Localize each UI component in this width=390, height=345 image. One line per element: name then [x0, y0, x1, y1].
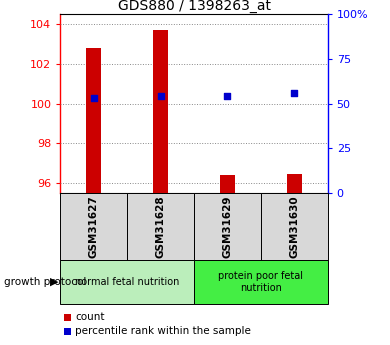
Bar: [60, 193, 127, 260]
Bar: [153, 30, 168, 193]
Text: protein poor fetal
nutrition: protein poor fetal nutrition: [218, 271, 303, 293]
Bar: [60, 260, 194, 304]
Bar: [261, 193, 328, 260]
Point: [158, 93, 164, 99]
Bar: [127, 193, 194, 260]
Text: percentile rank within the sample: percentile rank within the sample: [75, 326, 251, 336]
Bar: [194, 260, 328, 304]
Bar: [87, 48, 101, 193]
Text: GSM31629: GSM31629: [222, 196, 232, 258]
Point: [291, 90, 297, 96]
Text: ▶: ▶: [50, 277, 59, 287]
Title: GDS880 / 1398263_at: GDS880 / 1398263_at: [117, 0, 271, 13]
Point: [224, 93, 230, 99]
Text: GSM31627: GSM31627: [89, 196, 99, 258]
Text: GSM31628: GSM31628: [156, 196, 166, 258]
Text: count: count: [75, 313, 105, 322]
Text: GSM31630: GSM31630: [289, 196, 299, 258]
Bar: [220, 175, 235, 193]
Text: normal fetal nutrition: normal fetal nutrition: [75, 277, 179, 287]
Bar: [194, 193, 261, 260]
Point: [91, 95, 97, 101]
Text: growth protocol: growth protocol: [4, 277, 86, 287]
Bar: [287, 174, 301, 193]
